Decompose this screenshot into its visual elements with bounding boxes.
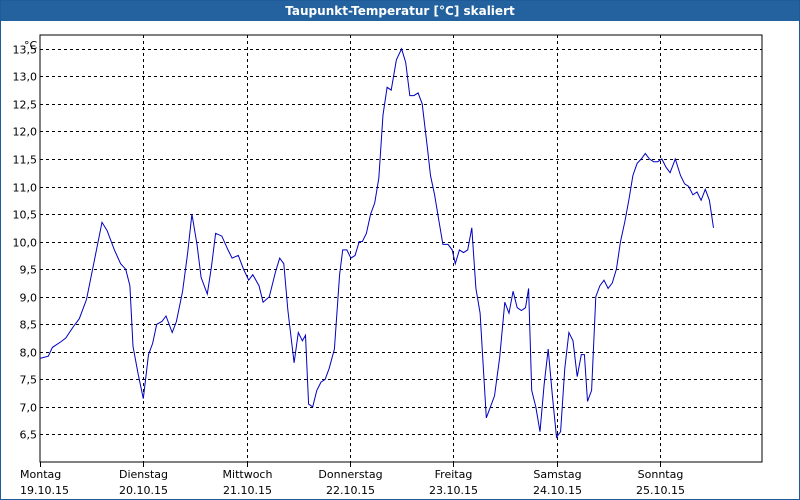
x-tick-day: Dienstag [119, 468, 168, 481]
x-tick-day: Freitag [435, 468, 473, 481]
x-tick-date: 22.10.15 [326, 484, 375, 497]
y-tick-label: 8,0 [20, 347, 38, 360]
x-tick-date: 24.10.15 [533, 484, 582, 497]
y-tick-label: 9,5 [20, 264, 38, 277]
x-tick-day: Sonntag [638, 468, 684, 481]
x-tick-date: 19.10.15 [20, 484, 69, 497]
window-title: Taupunkt-Temperatur [°C] skaliert [1, 1, 799, 21]
x-tick-day: Donnerstag [318, 468, 382, 481]
y-tick-label: 13,0 [13, 71, 38, 84]
x-tick-day: Montag [20, 468, 61, 481]
x-tick-date: 20.10.15 [119, 484, 168, 497]
y-tick-label: 12,0 [13, 126, 38, 139]
plot-area [39, 34, 763, 463]
y-tick-label: 9,0 [20, 292, 38, 305]
y-tick-label: 11,5 [13, 154, 38, 167]
series-line [39, 47, 714, 439]
y-axis-unit: °C [24, 39, 38, 52]
y-tick-label: 10,5 [13, 209, 38, 222]
y-tick-label: 12,5 [13, 99, 38, 112]
y-tick-label: 6,5 [20, 429, 38, 442]
y-tick-label: 13,5 [13, 44, 38, 57]
x-tick-day: Mittwoch [223, 468, 273, 481]
y-tick-label: 10,0 [13, 237, 38, 250]
y-tick-label: 8,5 [20, 319, 38, 332]
x-tick-day: Samstag [533, 468, 581, 481]
y-tick-label: 7,5 [20, 374, 38, 387]
y-tick-label: 11,0 [13, 182, 38, 195]
y-tick-label: 7,0 [20, 402, 38, 415]
x-tick-date: 23.10.15 [429, 484, 478, 497]
x-tick-date: 25.10.15 [636, 484, 685, 497]
x-tick-date: 21.10.15 [223, 484, 272, 497]
